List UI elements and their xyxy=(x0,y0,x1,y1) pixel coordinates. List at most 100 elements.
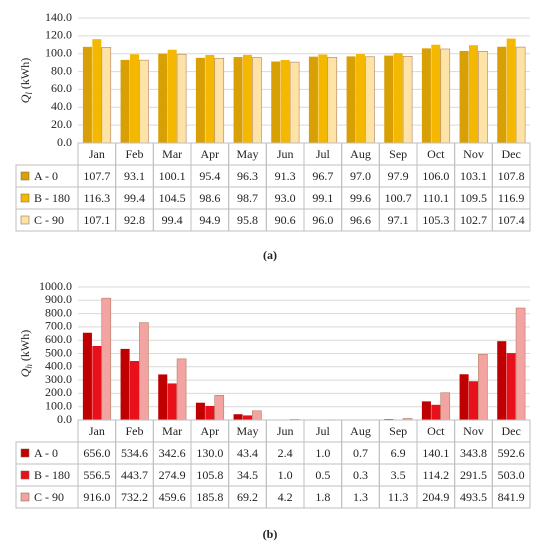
x-tick-label: Feb xyxy=(126,424,144,438)
x-tick-label: Dec xyxy=(502,424,521,438)
y-tick-label: 20.0 xyxy=(51,117,72,131)
table-value: 100.7 xyxy=(385,191,412,205)
bar xyxy=(271,61,281,143)
x-tick-label: Aug xyxy=(350,147,371,161)
legend-label: A - 0 xyxy=(34,169,58,183)
y-tick-label: 700.0 xyxy=(45,319,72,333)
table-value: 107.1 xyxy=(83,213,110,227)
table-value: 95.8 xyxy=(237,213,258,227)
bar xyxy=(346,56,356,144)
table-value: 342.6 xyxy=(159,446,186,460)
table-value: 443.7 xyxy=(121,468,148,482)
bar xyxy=(92,345,102,420)
y-tick-label: 400.0 xyxy=(45,359,72,373)
x-tick-label: Mar xyxy=(162,147,182,161)
x-tick-label: Apr xyxy=(200,424,219,438)
bar xyxy=(82,332,92,420)
bar xyxy=(459,374,469,420)
table-value: 99.4 xyxy=(124,191,145,205)
table-value: 140.1 xyxy=(422,446,449,460)
bar xyxy=(478,51,488,144)
bar xyxy=(421,401,431,420)
x-tick-label: Jan xyxy=(89,424,105,438)
x-tick-label: Jun xyxy=(277,147,294,161)
table-value: 3.5 xyxy=(391,468,406,482)
y-tick-label: 80.0 xyxy=(51,63,72,77)
bar xyxy=(139,322,149,421)
bar xyxy=(478,354,488,421)
table-value: 105.3 xyxy=(422,213,449,227)
y-axis-label: Ql (kWh) xyxy=(18,58,34,104)
bar xyxy=(195,57,205,144)
bar xyxy=(101,47,112,144)
y-tick-label: 140.0 xyxy=(45,10,72,24)
table-value: 103.1 xyxy=(460,169,487,183)
bar xyxy=(120,59,130,143)
bar xyxy=(468,381,479,420)
legend-label: B - 180 xyxy=(34,191,70,205)
y-tick-label: 900.0 xyxy=(45,292,72,306)
table-value: 107.8 xyxy=(498,169,525,183)
legend-swatch xyxy=(20,448,30,458)
y-tick-label: 120.0 xyxy=(45,28,72,42)
table-value: 534.6 xyxy=(121,446,148,460)
y-label-symbol: Q xyxy=(18,94,32,103)
table-value: 100.1 xyxy=(159,169,186,183)
bar xyxy=(497,46,507,143)
bar xyxy=(506,353,516,420)
table-value: 4.2 xyxy=(278,490,293,504)
table-value: 503.0 xyxy=(498,468,525,482)
table-value: 6.9 xyxy=(391,446,406,460)
table-value: 95.4 xyxy=(199,169,220,183)
bar xyxy=(515,307,526,421)
x-tick-label: Oct xyxy=(427,424,445,438)
table-value: 92.8 xyxy=(124,213,145,227)
bar xyxy=(129,360,140,420)
table-value: 91.3 xyxy=(275,169,296,183)
table-value: 93.0 xyxy=(275,191,296,205)
bar xyxy=(92,39,102,143)
table-value: 43.4 xyxy=(237,446,258,460)
bar xyxy=(120,348,130,420)
x-tick-label: Oct xyxy=(427,147,445,161)
bar xyxy=(308,56,318,143)
bar xyxy=(176,53,187,144)
x-tick-label: Jan xyxy=(89,147,105,161)
table-value: 69.2 xyxy=(237,490,258,504)
x-tick-label: Jul xyxy=(316,147,331,161)
legend-swatch xyxy=(20,492,30,502)
y-label-unit: (kWh) xyxy=(18,330,32,361)
table-value: 130.0 xyxy=(196,446,223,460)
y-label-subscript: h xyxy=(24,364,34,369)
table-value: 106.0 xyxy=(422,169,449,183)
bar xyxy=(431,404,441,420)
table-value: 1.0 xyxy=(278,468,293,482)
table-value: 274.9 xyxy=(159,468,186,482)
table-value: 93.1 xyxy=(124,169,145,183)
legend-swatch xyxy=(20,171,30,181)
bar xyxy=(167,383,177,420)
bar xyxy=(242,54,253,143)
y-label-subscript: l xyxy=(24,92,34,95)
table-value: 99.6 xyxy=(350,191,371,205)
bar xyxy=(129,54,140,143)
bar xyxy=(515,46,526,144)
bar xyxy=(421,48,431,143)
y-tick-label: 300.0 xyxy=(45,372,72,386)
table-value: 90.6 xyxy=(275,213,296,227)
bar xyxy=(384,55,394,143)
table-value: 96.7 xyxy=(312,169,333,183)
bar xyxy=(139,59,149,144)
bar xyxy=(195,402,205,420)
x-tick-label: Sep xyxy=(389,147,407,161)
table-value: 107.7 xyxy=(83,169,110,183)
table-value: 291.5 xyxy=(460,468,487,482)
table-value: 841.9 xyxy=(498,490,525,504)
table-value: 98.7 xyxy=(237,191,258,205)
table-value: 0.5 xyxy=(315,468,330,482)
x-tick-label: Jun xyxy=(277,424,294,438)
table-value: 109.5 xyxy=(460,191,487,205)
bar xyxy=(497,341,507,420)
bar xyxy=(393,53,403,143)
